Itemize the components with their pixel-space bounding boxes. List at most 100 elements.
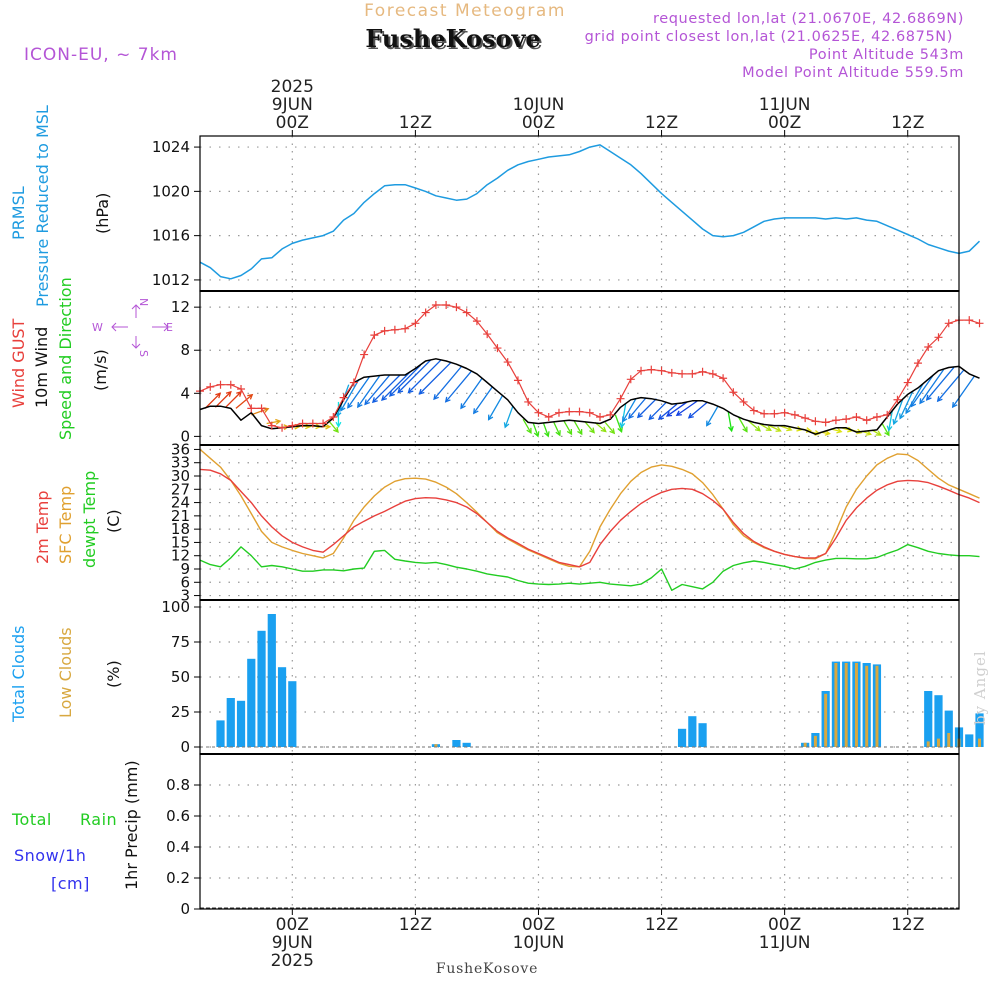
gust-marker-43 — [637, 366, 646, 375]
low-cloud-bar-25 — [947, 733, 951, 747]
gust-marker-14 — [339, 393, 348, 402]
station-title-shadow: FusheKosove — [367, 26, 542, 55]
ytick-label-pressure-3: 1024 — [152, 138, 190, 156]
gust-marker-72 — [934, 333, 943, 342]
gust-marker-19 — [390, 325, 399, 334]
bottom-hour-label-5: 12Z — [891, 915, 924, 935]
wind-barb-head-5 — [275, 418, 282, 425]
wind-barb-15 — [347, 376, 370, 409]
gust-marker-26 — [462, 308, 471, 317]
wind-barb-17 — [364, 374, 391, 405]
gust-marker-13 — [329, 413, 338, 421]
ytick-label-pressure-2: 1020 — [152, 182, 190, 200]
wind-barb-31 — [532, 423, 539, 437]
top-date-label-4: 11JUN — [759, 95, 811, 115]
total-cloud-bar-3 — [247, 658, 256, 747]
gust-marker-64 — [852, 413, 861, 421]
temperature-ylabels: 2m Temp SFC Temp dewpt Temp (C) — [33, 471, 123, 568]
wind-barb-head-71 — [919, 398, 925, 405]
wind-barb-head-64 — [875, 430, 882, 436]
wind-barb-38 — [604, 421, 615, 434]
gust-marker-15 — [349, 378, 358, 387]
chart-subtitle: Forecast Meteogram — [364, 1, 566, 21]
wind-barb-4 — [251, 408, 269, 416]
gust-marker-70 — [913, 359, 922, 368]
wind-barb-72 — [926, 367, 955, 401]
ytick-label-temperature-3: 12 — [171, 547, 190, 565]
dewpt-temp-label: dewpt Temp — [80, 471, 99, 568]
ytick-label-temperature-8: 27 — [171, 480, 190, 498]
gust-marker-65 — [862, 416, 871, 425]
wind-barb-47 — [676, 400, 698, 416]
wind-barb-head-51 — [742, 426, 748, 433]
gust-marker-23 — [431, 301, 440, 309]
pressure-ylabels: PRMSL Pressure Reduced to MSL (hPa) — [9, 105, 112, 307]
gust-marker-50 — [708, 369, 717, 378]
wind-ylabels: Wind GUST 10m Wind Speed and Direction (… — [9, 277, 110, 440]
bottom-year-label: 2025 — [271, 951, 314, 971]
ytick-label-temperature-0: 3 — [180, 587, 190, 605]
compass-east: E — [166, 321, 173, 334]
wind-barb-head-41 — [622, 416, 628, 423]
wind-barb-27 — [473, 386, 493, 414]
wind-barb-head-68 — [899, 413, 905, 420]
wind-barb-2 — [225, 391, 242, 408]
ytick-label-temperature-4: 15 — [171, 533, 190, 551]
wind-barb-24 — [433, 365, 463, 400]
temp-2m-line — [199, 468, 980, 568]
sfc-temp-line — [199, 448, 980, 568]
gust-marker-33 — [534, 408, 543, 417]
gust-marker-21 — [411, 319, 420, 328]
wind-barb-head-43 — [636, 412, 643, 419]
precip-unit-label: 1hr Precip (mm) — [122, 760, 141, 890]
total-cloud-bar-5 — [267, 614, 276, 747]
gust-marker-76 — [975, 319, 984, 328]
top-hour-label-0: 00Z — [276, 113, 309, 133]
percent-unit-label: (%) — [104, 660, 123, 688]
wind-barb-25 — [445, 370, 473, 403]
wind-barb-20 — [389, 364, 421, 397]
total-cloud-bar-1 — [226, 698, 235, 747]
station-title: FusheKosove — [365, 24, 540, 53]
low-cloud-bar-22 — [875, 665, 879, 747]
wind-barb-head-45 — [657, 414, 664, 421]
wind-barb-head-36 — [589, 427, 595, 434]
wind-barb-head-70 — [910, 401, 917, 408]
gust-marker-31 — [513, 376, 522, 385]
total-cloud-bar-27 — [965, 734, 974, 747]
wind-barb-44 — [648, 401, 668, 420]
gust-marker-27 — [472, 317, 481, 326]
low-cloud-bar-21 — [865, 665, 869, 747]
panel-border-0 — [199, 135, 960, 292]
wind-barb-32 — [542, 423, 549, 437]
top-hour-label-5: 12Z — [891, 113, 924, 133]
gust-marker-1 — [206, 382, 215, 391]
total-cloud-bar-25 — [944, 710, 953, 747]
wind-barb-42 — [628, 397, 647, 419]
wind-barb-68 — [899, 390, 914, 419]
wind-barb-50 — [727, 411, 733, 432]
wind-barb-head-54 — [775, 426, 782, 432]
compass-west: W — [92, 321, 103, 334]
wind-barb-26 — [460, 377, 483, 409]
gust-marker-58 — [790, 410, 799, 419]
wind-barb-head-33 — [555, 430, 561, 437]
wind-barb-54 — [768, 425, 781, 432]
footer-station: FusheKosove — [436, 961, 538, 977]
wind-barb-41 — [622, 398, 637, 422]
ytick-label-precip-4: 0.8 — [166, 776, 190, 794]
ytick-label-temperature-11: 36 — [171, 440, 190, 458]
wind-barb-head-72 — [925, 394, 932, 401]
gust-marker-5 — [247, 404, 256, 413]
wind-barb-head-55 — [786, 425, 793, 432]
wind-barb-head-62 — [856, 428, 863, 435]
requested-lonlat: requested lon,lat (21.0670E, 42.6869N) — [653, 11, 964, 27]
precip-snow-label: Snow/1h — [14, 846, 86, 865]
gust-marker-40 — [606, 410, 615, 419]
wind-barb-1 — [214, 391, 232, 408]
wind-barb-30 — [522, 418, 532, 434]
top-hour-label-3: 12Z — [645, 113, 678, 133]
low-cloud-bar-9 — [434, 744, 438, 747]
wind-barb-head-37 — [600, 426, 607, 433]
gust-marker-6 — [257, 404, 266, 413]
